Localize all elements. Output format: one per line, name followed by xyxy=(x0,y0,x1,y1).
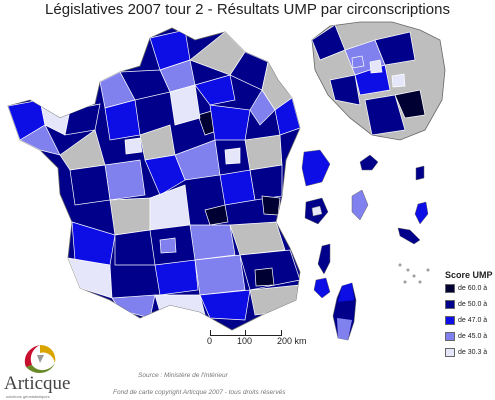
ile-de-france-inset xyxy=(311,21,446,141)
constituency xyxy=(338,283,354,302)
constituency xyxy=(124,137,143,155)
france-metropole xyxy=(7,27,301,331)
guadeloupe xyxy=(359,154,379,171)
logo-tagline: solutions géostatistiques xyxy=(6,394,50,399)
constituency xyxy=(391,73,406,88)
constituency xyxy=(209,104,251,141)
scale-label-100: 100 xyxy=(237,336,253,346)
constituency xyxy=(104,159,146,201)
atoll xyxy=(412,274,416,278)
martinique xyxy=(351,189,369,221)
constituency xyxy=(194,254,246,296)
scale-label-200: 200 km xyxy=(277,336,307,346)
constituency xyxy=(199,289,251,321)
constituency xyxy=(261,195,281,216)
constituency xyxy=(244,134,283,171)
constituency xyxy=(69,164,111,206)
legend: Score UMP de 60.0 à de 50.0 à de 47.0 à … xyxy=(445,268,495,368)
constituency xyxy=(329,74,361,106)
circonscriptions xyxy=(8,29,300,321)
scale-label-0: 0 xyxy=(207,336,213,346)
constituency xyxy=(249,89,276,126)
legend-label: de 45.0 à xyxy=(458,333,488,340)
legend-item: de 47.0 à xyxy=(445,314,495,327)
legend-swatch xyxy=(445,284,455,293)
constituency xyxy=(114,229,156,266)
legend-swatch xyxy=(445,348,455,357)
atoll xyxy=(406,268,410,272)
constituency xyxy=(194,74,236,106)
legend-title: Score UMP xyxy=(445,270,493,280)
map-title: Législatives 2007 tour 2 - Résultats UMP… xyxy=(45,1,450,18)
atoll xyxy=(426,268,430,272)
legend-swatch xyxy=(445,300,455,309)
wallis xyxy=(317,243,331,275)
legend-label: de 47.0 à xyxy=(458,317,488,324)
scale-tick xyxy=(245,330,246,335)
constituency xyxy=(109,197,151,236)
constituency xyxy=(337,318,352,340)
caledonie xyxy=(397,227,421,245)
legend-label: de 60.0 à xyxy=(458,285,488,292)
constituency xyxy=(351,55,365,69)
legend-label: de 50.0 à xyxy=(458,301,488,308)
constituency xyxy=(364,94,406,136)
constituency xyxy=(369,59,383,74)
scale-bar: 0 100 200 km xyxy=(205,330,320,356)
constituency xyxy=(169,84,201,126)
constituency xyxy=(154,259,199,296)
atoll xyxy=(418,280,422,284)
legend-swatch xyxy=(445,316,455,325)
polynesie xyxy=(313,277,331,299)
constituency xyxy=(274,97,300,136)
atoll xyxy=(403,280,407,284)
constituency xyxy=(204,204,229,226)
saint-pierre xyxy=(415,165,425,181)
logo-text: Articque xyxy=(4,373,71,394)
legend-item: de 60.0 à xyxy=(445,282,495,295)
constituency xyxy=(224,147,241,165)
corse xyxy=(332,282,357,341)
constituency xyxy=(394,89,426,119)
atoll xyxy=(398,263,402,267)
constituency xyxy=(159,237,177,254)
constituency xyxy=(229,221,286,256)
legend-item: de 50.0 à xyxy=(445,298,495,311)
reunion-center xyxy=(311,205,323,217)
outre-mer xyxy=(301,149,430,299)
constituency xyxy=(219,169,256,206)
constituency xyxy=(249,284,300,316)
constituency xyxy=(374,31,416,66)
scale-line xyxy=(210,330,282,336)
constituency xyxy=(249,164,283,201)
legend-swatch xyxy=(445,332,455,341)
legend-label: de 30.3 à xyxy=(458,349,488,356)
copyright-note: Fond de carte copyright Articque 2007 - … xyxy=(113,389,286,396)
articque-logo: Articque solutions géostatistiques xyxy=(4,343,82,400)
logo-icon xyxy=(24,345,56,373)
constituency xyxy=(154,294,206,316)
constituency xyxy=(189,224,236,261)
legend-item: de 45.0 à xyxy=(445,330,495,343)
guyane xyxy=(301,149,331,187)
source-note: Source : Ministère de l'Intérieur xyxy=(138,372,228,379)
constituency xyxy=(254,267,275,287)
mayotte xyxy=(414,201,429,225)
legend-item: de 30.3 à xyxy=(445,346,495,359)
constituency xyxy=(144,154,186,196)
